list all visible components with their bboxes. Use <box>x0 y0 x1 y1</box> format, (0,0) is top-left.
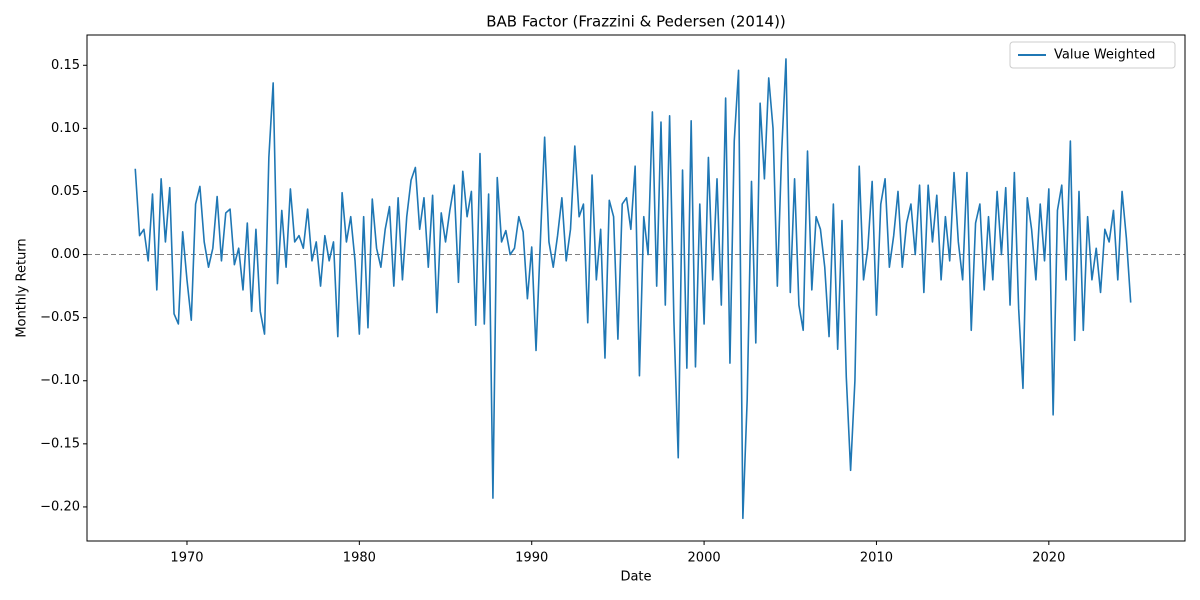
y-tick-label: −0.10 <box>40 373 80 388</box>
legend-label: Value Weighted <box>1054 48 1155 63</box>
y-tick-label: 0.10 <box>51 121 80 136</box>
y-tick-label: 0.00 <box>51 247 80 262</box>
x-tick-label: 1980 <box>343 551 376 566</box>
legend-box <box>1009 41 1176 69</box>
y-tick-label: 0.05 <box>51 184 80 199</box>
y-tick-label: −0.05 <box>40 310 80 325</box>
x-tick-label: 2010 <box>860 551 893 566</box>
chart-title: BAB Factor (Frazzini & Pedersen (2014)) <box>486 13 786 31</box>
y-tick-label: −0.20 <box>40 499 80 514</box>
y-tick-label: −0.15 <box>40 436 80 451</box>
y-axis-label: Monthly Return <box>15 238 30 337</box>
line-series <box>134 58 1132 520</box>
plot-frame <box>86 34 1186 542</box>
x-axis-label: Date <box>620 570 651 585</box>
x-tick-label: 2020 <box>1032 551 1065 566</box>
x-tick-label: 1970 <box>170 551 203 566</box>
y-tick-label: 0.15 <box>51 58 80 73</box>
x-tick-label: 1990 <box>515 551 548 566</box>
x-tick-label: 2000 <box>688 551 721 566</box>
